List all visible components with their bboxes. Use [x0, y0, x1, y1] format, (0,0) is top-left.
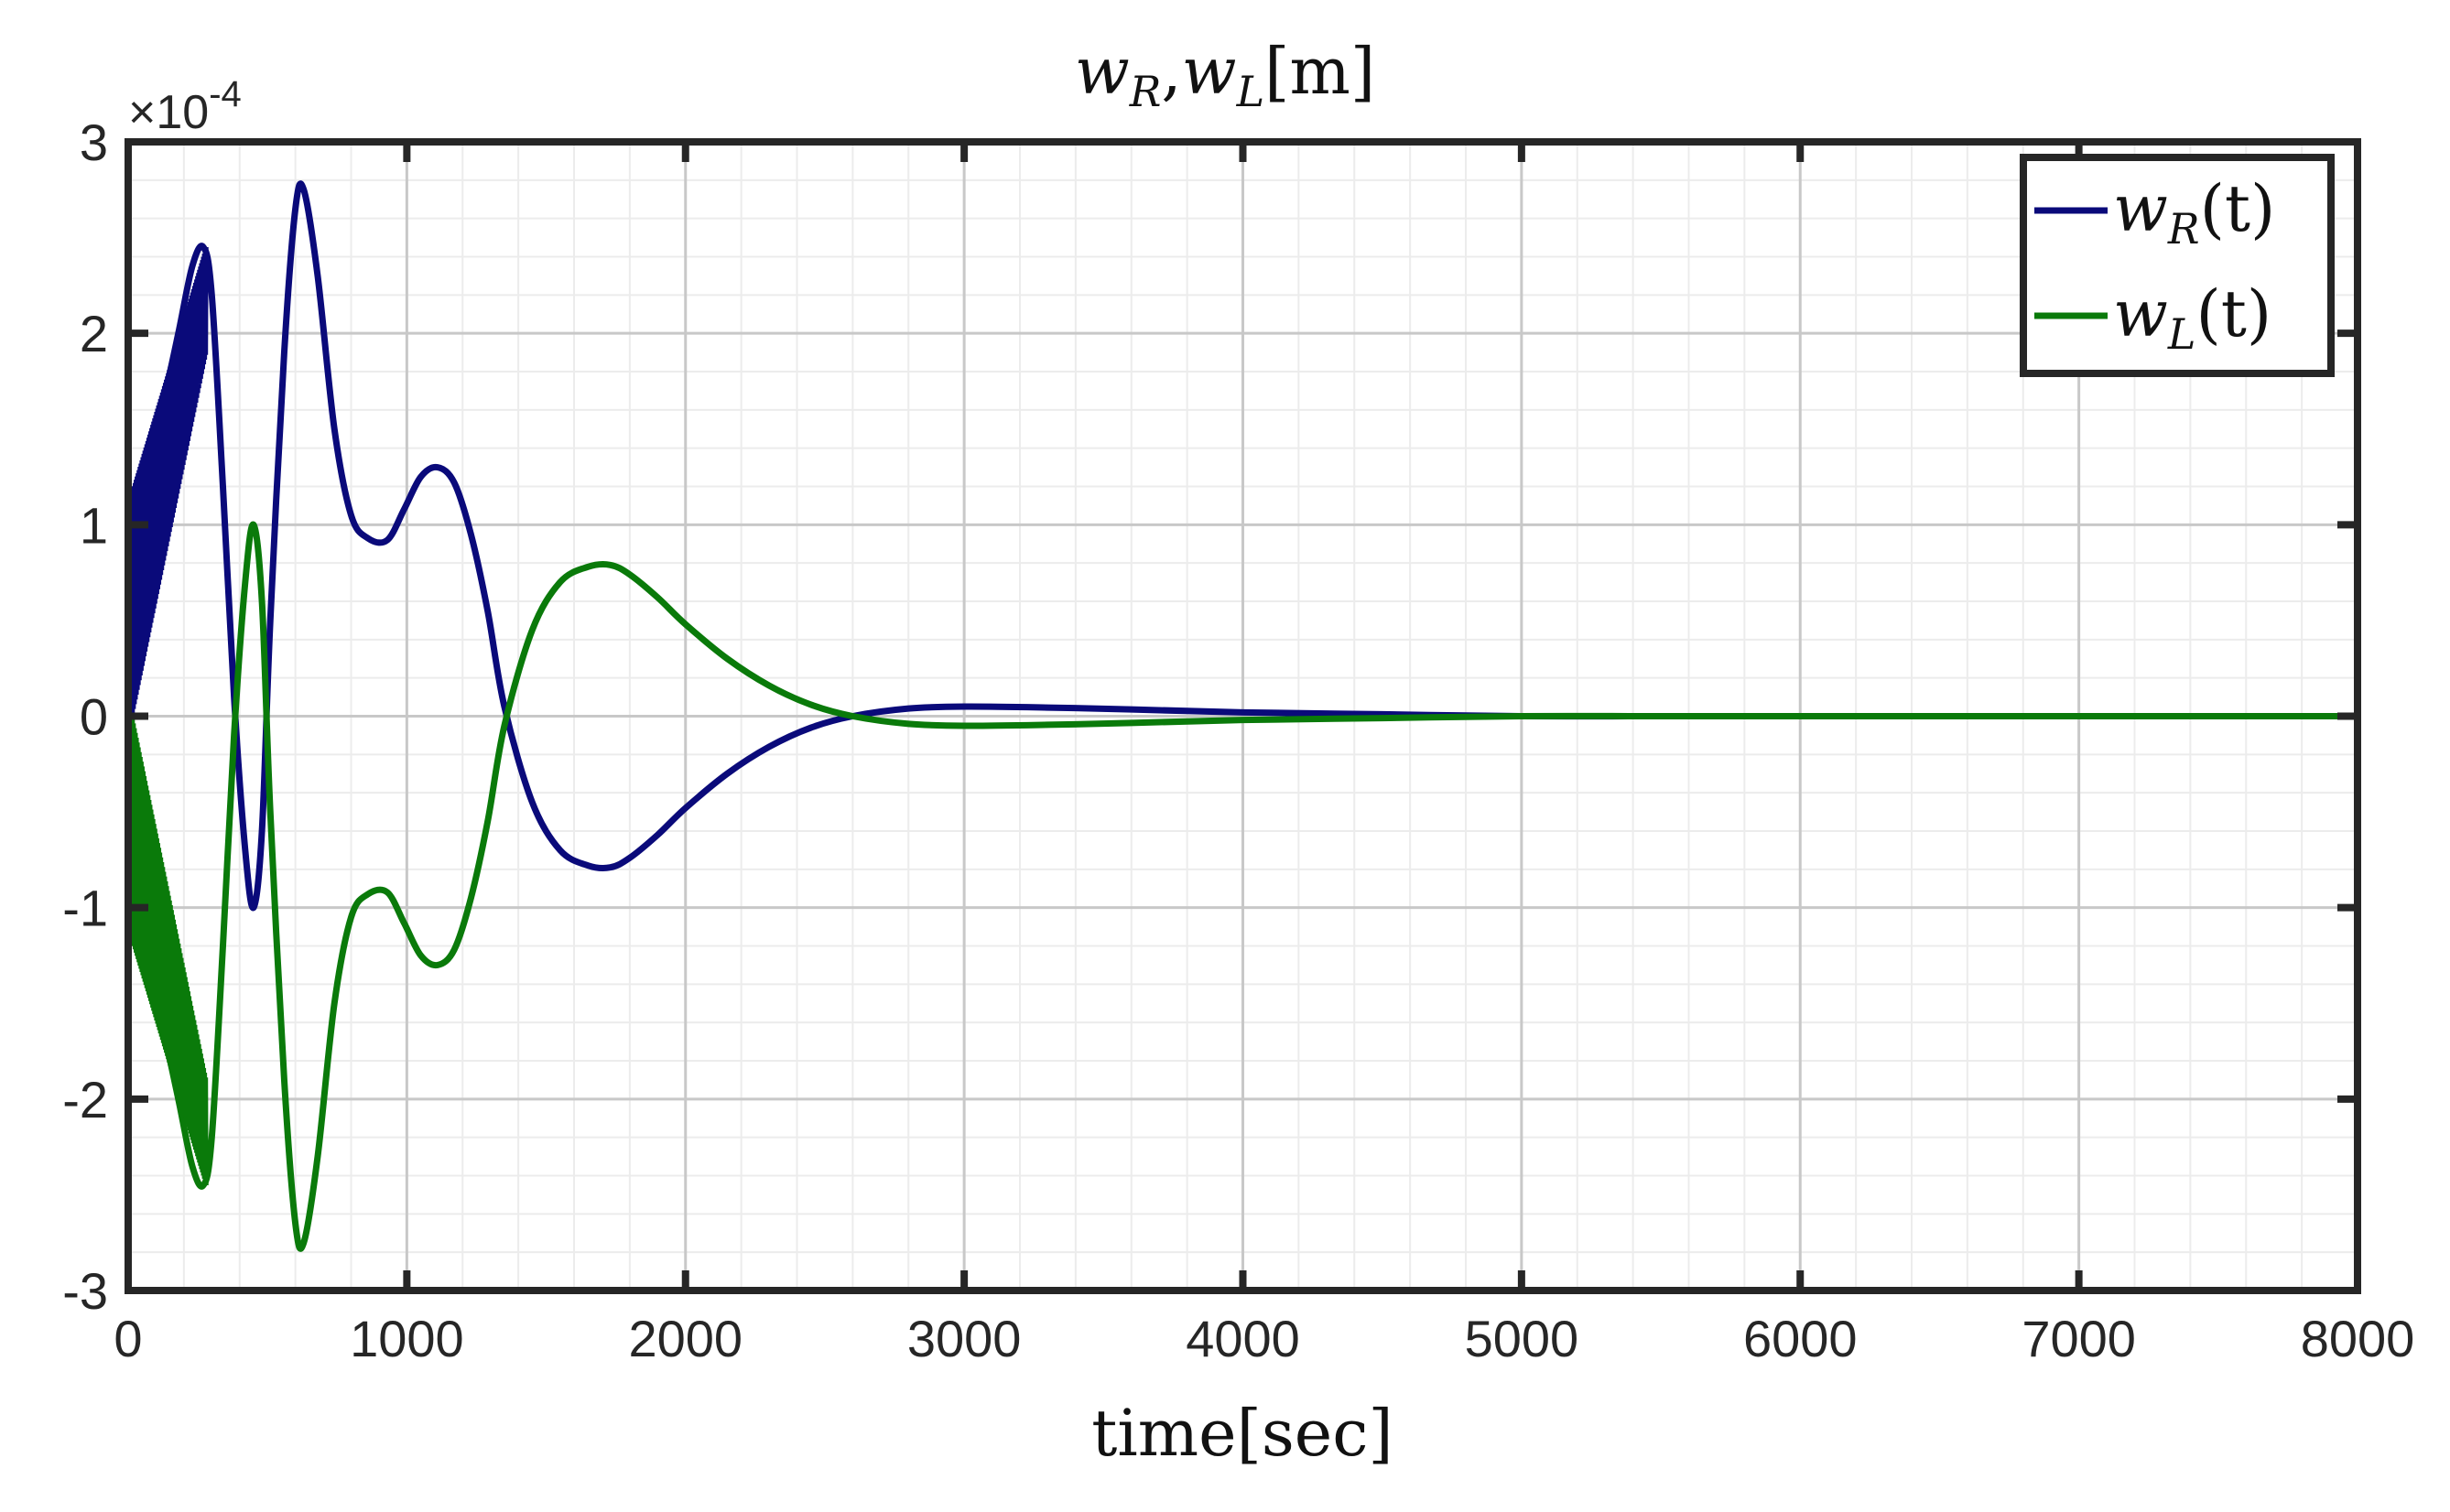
y-exponent-label: ×10-4 [128, 74, 242, 139]
x-tick-labels: 0 1000 2000 3000 4000 5000 6000 7000 8000 [114, 1310, 2414, 1367]
y-tick-labels: -3 -2 -1 0 1 2 3 [62, 113, 108, 1320]
tick-marks [125, 138, 2361, 1294]
x-tick-label: 4000 [1186, 1310, 1300, 1367]
legend-wl-w: w [2113, 276, 2168, 351]
y-tick-label: 3 [80, 113, 108, 171]
title-w2: w [1182, 34, 1237, 109]
legend-wr-arg: (t) [2200, 171, 2276, 246]
series-layer [125, 180, 2358, 1252]
y-tick-label: 0 [80, 688, 108, 746]
title-unit: [m] [1264, 34, 1375, 109]
y-tick-label: 1 [80, 496, 108, 554]
x-tick-label: 8000 [2301, 1310, 2415, 1367]
legend-label-wr: wR(t) [2113, 171, 2275, 254]
legend: wR(t) wL(t) [2020, 154, 2335, 377]
legend-wl-sub: L [2167, 309, 2196, 359]
x-axis-label: time[sec] [1091, 1396, 1393, 1471]
chart-title: wR,wL[m] [1075, 34, 1375, 116]
x-tick-label: 1000 [350, 1310, 464, 1367]
legend-wr-sub: R [2167, 204, 2200, 254]
title-w1: w [1075, 34, 1130, 109]
y-tick-label: -2 [62, 1071, 108, 1129]
series-oscillation-wr [125, 247, 209, 717]
y-exponent-power: -4 [209, 74, 242, 114]
x-tick-label: 5000 [1465, 1310, 1579, 1367]
series-oscillation-wl [125, 716, 209, 1185]
legend-box [2020, 154, 2335, 377]
y-exponent-prefix: ×10 [128, 86, 209, 139]
title-sub2: L [1236, 67, 1265, 116]
y-tick-label: 2 [80, 305, 108, 362]
legend-wl-arg: (t) [2195, 276, 2271, 351]
y-tick-label: -3 [62, 1262, 108, 1320]
x-tick-label: 7000 [2022, 1310, 2136, 1367]
title-sep: , [1161, 34, 1181, 109]
legend-label-wl: wL(t) [2113, 276, 2271, 359]
legend-wr-w: w [2113, 171, 2168, 246]
x-tick-label: 0 [114, 1310, 142, 1367]
x-tick-label: 2000 [628, 1310, 743, 1367]
series-line-wl [125, 521, 2358, 1252]
y-tick-label: -1 [62, 880, 108, 937]
x-tick-label: 3000 [907, 1310, 1022, 1367]
title-sub1: R [1129, 67, 1162, 116]
x-tick-label: 6000 [1743, 1310, 1858, 1367]
